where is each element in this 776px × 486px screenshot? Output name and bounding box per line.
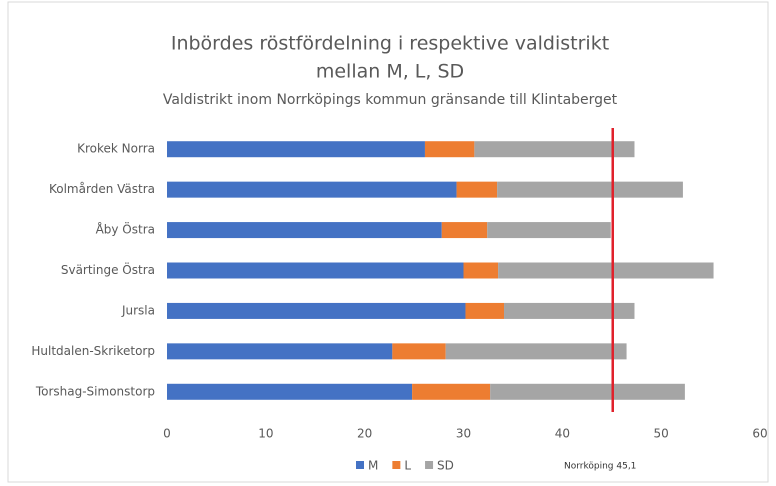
reference-label: Norrköping 45,1 bbox=[564, 462, 636, 472]
x-tick-label: 0 bbox=[163, 427, 171, 441]
bar-segment bbox=[465, 302, 505, 319]
bar-segment bbox=[441, 222, 488, 239]
bar-segment bbox=[445, 343, 627, 360]
x-tick-label: 60 bbox=[752, 427, 767, 441]
bar-segment bbox=[498, 262, 714, 279]
y-tick-label: Hultdalen-Skriketorp bbox=[31, 344, 155, 358]
bar-segment bbox=[167, 262, 464, 279]
bar-segment bbox=[456, 181, 498, 198]
bar-segment bbox=[487, 222, 611, 239]
y-tick-label: Svärtinge Östra bbox=[61, 261, 155, 277]
legend-swatch bbox=[392, 461, 401, 469]
bar-segment bbox=[167, 141, 425, 158]
legend-swatch bbox=[425, 461, 434, 469]
y-tick-label: Krokek Norra bbox=[77, 142, 155, 156]
y-tick-label: Torshag-Simonstorp bbox=[35, 384, 155, 398]
bar-segment bbox=[504, 302, 635, 319]
chart-title: mellan M, L, SD bbox=[316, 61, 464, 83]
bar-segment bbox=[167, 343, 393, 360]
bar-segment bbox=[167, 383, 413, 400]
bar-segment bbox=[167, 302, 466, 319]
bar-segment bbox=[167, 181, 457, 198]
bar-segment bbox=[392, 343, 446, 360]
bar-segment bbox=[167, 222, 442, 239]
legend-label: L bbox=[404, 459, 411, 473]
y-tick-label: Jursla bbox=[121, 303, 155, 317]
chart-subtitle: Valdistrikt inom Norrköpings kommun grän… bbox=[163, 92, 618, 108]
bar-segment bbox=[497, 181, 683, 198]
bar-segment bbox=[424, 141, 475, 158]
chart-frame bbox=[7, 1, 769, 483]
x-tick-label: 20 bbox=[357, 427, 372, 441]
x-tick-label: 10 bbox=[258, 427, 273, 441]
y-tick-label: Kolmården Västra bbox=[49, 182, 155, 196]
y-tick-label: Åby Östra bbox=[96, 221, 155, 237]
legend-swatch bbox=[356, 461, 364, 469]
legend-label: SD bbox=[437, 459, 454, 473]
chart-title: Inbördes röstfördelning i respektive val… bbox=[171, 33, 609, 55]
bar-segment bbox=[463, 262, 499, 279]
bar-segment bbox=[412, 383, 491, 400]
bar-segment bbox=[490, 383, 685, 400]
bar-segment bbox=[474, 141, 635, 158]
x-tick-label: 40 bbox=[555, 427, 570, 441]
x-tick-label: 50 bbox=[654, 427, 669, 441]
x-tick-label: 30 bbox=[456, 427, 471, 441]
legend-label: M bbox=[368, 459, 378, 473]
